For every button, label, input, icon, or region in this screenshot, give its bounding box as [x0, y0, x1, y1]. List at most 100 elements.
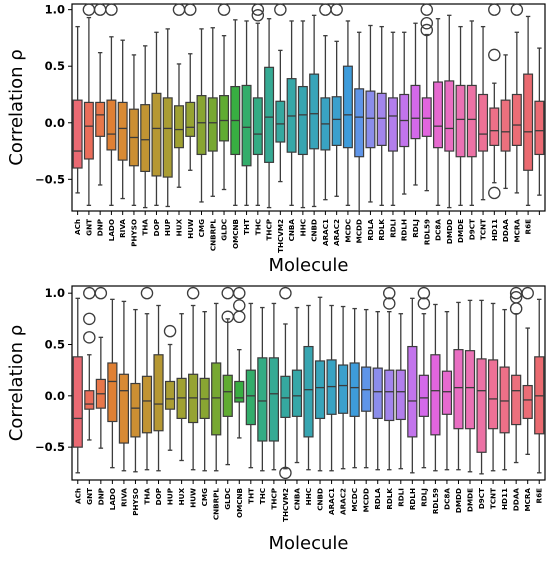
box-PHYSO	[130, 308, 141, 473]
x-tick-label: MCRA	[512, 219, 521, 243]
box-body	[291, 369, 303, 417]
box-body	[455, 84, 466, 158]
box-body	[309, 73, 320, 150]
box-HUX	[172, 3, 186, 188]
x-tick-label: LADO	[107, 219, 116, 241]
box-body	[107, 362, 118, 423]
box-DC8A	[433, 18, 444, 206]
outlier-point	[510, 3, 524, 16]
x-tick-label: D9CT	[467, 219, 476, 240]
box-CNBD	[314, 296, 326, 472]
y-tick-label: 0.5	[45, 338, 65, 352]
box-body	[275, 100, 286, 143]
x-tick-label: CMG	[197, 219, 206, 237]
box-RDLI	[395, 313, 406, 470]
box-THCVM2	[274, 3, 287, 183]
outlier-point	[105, 3, 118, 16]
outlier-point	[163, 324, 177, 338]
box-MCDD	[361, 308, 372, 469]
box-body	[489, 107, 500, 146]
outlier-point	[183, 3, 197, 16]
box-body	[487, 359, 499, 430]
x-tick-label: RDLJ	[411, 219, 420, 238]
box-CMG	[199, 311, 210, 472]
box-body	[141, 375, 153, 434]
x-tick-label: CNBA	[292, 488, 301, 511]
box-R6E	[523, 15, 534, 206]
outlier-point	[509, 302, 523, 315]
x-tick-label: THCVM2	[281, 488, 290, 522]
outlier-point	[383, 286, 396, 300]
box-body	[453, 349, 464, 430]
box-DOP	[151, 31, 162, 206]
outlier-point	[417, 286, 431, 300]
box-body	[478, 93, 489, 152]
x-tick-label: THCP	[265, 219, 274, 240]
box-MCDC	[349, 307, 360, 469]
box-body	[522, 384, 533, 420]
box-body	[376, 92, 387, 146]
x-tick-label: DNP	[96, 488, 105, 505]
outlier-point	[233, 310, 246, 324]
x-tick-label: DMDE	[466, 488, 475, 512]
box-DNP	[93, 3, 107, 186]
outlier-point	[221, 286, 234, 300]
x-tick-label: RDLA	[373, 488, 382, 510]
box-body	[151, 92, 162, 177]
box-DDAA	[500, 54, 511, 190]
box-D9CT	[466, 20, 477, 206]
box-body	[441, 370, 453, 415]
x-tick-label: CNBRPL	[212, 488, 221, 521]
box-RDLA	[365, 24, 376, 203]
box-RDLH	[399, 31, 410, 195]
box-HUP	[162, 28, 173, 208]
outlier-point	[172, 3, 186, 16]
outlier-point	[521, 286, 534, 300]
outlier-point	[279, 286, 292, 300]
box-THT	[245, 302, 256, 469]
box-ARAC2	[338, 305, 349, 470]
outlier-point	[251, 3, 265, 16]
box-DMDE	[464, 299, 476, 473]
box-body	[140, 104, 151, 173]
box-body	[106, 99, 117, 151]
x-tick-label: LADO	[108, 488, 117, 510]
box-body	[338, 364, 349, 414]
box-RDLK	[383, 286, 396, 471]
x-tick-label: THC	[253, 219, 262, 235]
box-RIVA	[118, 300, 130, 472]
box-body	[117, 101, 128, 161]
box-PHYSO	[128, 54, 139, 206]
outlier-point	[330, 3, 343, 16]
x-tick-label: RDLH	[400, 219, 409, 241]
box-body	[196, 95, 207, 156]
box-MCRA	[510, 3, 524, 194]
outlier-point	[94, 286, 108, 300]
x-tick-label: HUW	[189, 488, 198, 508]
x-tick-label: HUX	[177, 488, 186, 506]
box-body	[280, 375, 291, 418]
outlier-point	[420, 3, 433, 16]
box-OMCNB	[230, 19, 241, 206]
box-HUW	[183, 3, 197, 171]
y-tick-label: −0.5	[35, 440, 65, 454]
x-tick-label: CNBRPL	[208, 219, 217, 252]
box-GLDC	[217, 3, 231, 191]
box-THCVM2	[279, 286, 292, 480]
outlier-point	[417, 297, 431, 310]
box-ARAC2	[330, 3, 343, 197]
box-D9CT	[476, 299, 487, 475]
box-body	[500, 99, 511, 152]
box-body	[303, 345, 314, 438]
box-MCRA	[521, 286, 534, 455]
outlier-point	[251, 9, 265, 22]
x-tick-label: CMG	[200, 488, 209, 506]
box-GNT	[82, 3, 96, 206]
box-body	[95, 101, 106, 137]
box-body	[476, 358, 487, 453]
box-THCP	[264, 18, 275, 209]
box-body	[185, 101, 196, 137]
box-body	[387, 97, 398, 152]
box-HUP	[163, 324, 177, 451]
